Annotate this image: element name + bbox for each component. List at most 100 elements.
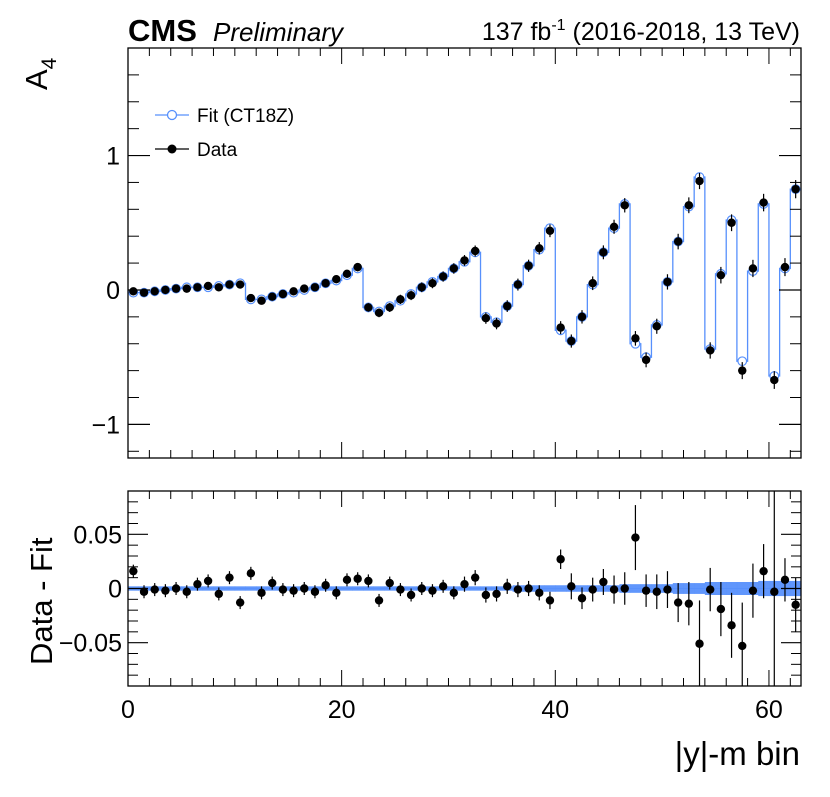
residual-point <box>364 576 373 586</box>
ratio-panel: −0.05 0 0.05 0 20 40 60 Data - Fit |y|-m bin <box>24 490 802 772</box>
data-point <box>684 201 694 210</box>
data-point <box>716 270 726 280</box>
legend-fit-label: Fit (CT18Z) <box>197 106 294 127</box>
residual-point <box>567 582 576 591</box>
residual-point <box>652 587 661 596</box>
ratio-xtick-label: 60 <box>755 696 783 724</box>
main-frame <box>127 47 802 459</box>
legend-fit: Fit (CT18Z) <box>155 106 294 127</box>
residual-point <box>321 581 330 590</box>
residual-point <box>631 533 640 542</box>
data-point <box>770 375 779 385</box>
residual-point <box>225 573 234 582</box>
residual-point <box>738 641 747 651</box>
data-point <box>438 272 448 281</box>
data-point <box>759 198 768 207</box>
residual-point <box>481 590 491 600</box>
residual-point <box>203 576 213 586</box>
main-ytick-label: 0 <box>106 277 120 305</box>
data-point <box>332 275 341 284</box>
lumi-value: 137 fb <box>482 18 552 46</box>
data-point <box>609 222 619 231</box>
data-point <box>577 312 587 322</box>
residual-point <box>770 587 779 596</box>
data-point <box>513 280 523 289</box>
ratio-plot-area <box>128 491 802 686</box>
data-point <box>246 293 256 303</box>
data-point <box>503 301 512 311</box>
data-point <box>663 277 672 287</box>
data-point <box>470 246 480 256</box>
data-point <box>460 256 469 265</box>
data-point <box>310 283 320 292</box>
data-point <box>567 336 576 346</box>
residual-point <box>193 579 202 589</box>
data-point <box>535 244 544 253</box>
ratio-xtick-label: 20 <box>328 696 356 724</box>
data-point <box>193 283 202 292</box>
main-axis-ticks: −1 0 1 <box>91 48 801 458</box>
ratio-xtick-label: 0 <box>121 696 135 724</box>
data-marker-icon <box>167 144 177 154</box>
data-point <box>695 176 704 186</box>
luminosity-label: 137 fb-1 (2016-2018, 13 TeV) <box>482 17 800 46</box>
residual-point <box>139 587 149 596</box>
data-point <box>268 292 277 301</box>
data-point <box>428 279 437 288</box>
data-point <box>705 346 715 355</box>
residual-point <box>663 585 672 594</box>
data-point <box>374 308 384 318</box>
ratio-xlabel: |y|-m bin <box>675 735 800 772</box>
data-point <box>182 284 191 293</box>
ratio-ytick-label: 0.05 <box>73 521 122 549</box>
data-point <box>524 261 533 270</box>
data-point <box>257 296 266 305</box>
data-point <box>364 303 373 312</box>
residual-point <box>503 582 512 591</box>
residual-point <box>748 586 758 595</box>
data-point <box>225 280 234 289</box>
residual-point <box>716 604 726 614</box>
residual-point <box>545 596 555 605</box>
residual-point <box>332 588 341 598</box>
residual-point <box>396 585 405 594</box>
data-point <box>214 283 224 292</box>
data-point <box>300 284 309 293</box>
data-point <box>235 280 245 289</box>
fit-marker-icon <box>166 109 178 121</box>
residual-point <box>780 575 790 585</box>
data-point <box>631 334 640 343</box>
residual-point <box>235 598 245 607</box>
data-point <box>588 279 597 288</box>
ratio-xtick-label: 40 <box>541 696 569 724</box>
main-ylabel: A4 <box>19 57 61 90</box>
residual-point <box>406 590 416 600</box>
main-plot-area <box>128 172 801 389</box>
legend-data-label: Data <box>197 140 238 161</box>
residual-point <box>641 586 651 595</box>
residual-point <box>257 588 266 598</box>
residual-point <box>705 585 715 594</box>
ratio-ylabel: Data - Fit <box>24 537 59 665</box>
ratio-axis-ticks: −0.05 0 0.05 0 20 40 60 <box>59 491 801 724</box>
residual-point <box>492 589 501 599</box>
residual-point <box>759 566 768 576</box>
main-ytick-label: 1 <box>106 143 120 171</box>
lumi-exponent: -1 <box>551 17 565 34</box>
data-point <box>738 366 747 375</box>
residual-point <box>428 586 437 595</box>
residual-point <box>214 589 224 599</box>
data-point <box>545 226 555 236</box>
residual-point <box>161 586 170 595</box>
residual-point <box>150 585 159 594</box>
residual-point <box>438 582 448 591</box>
residual-point <box>417 584 426 593</box>
residual-point <box>268 578 277 588</box>
residual-point <box>182 587 191 596</box>
residual-point <box>524 584 533 593</box>
data-point <box>748 264 758 273</box>
residual-point <box>385 578 394 588</box>
main-ytick-label: −1 <box>91 411 120 439</box>
legend: Fit (CT18Z) Data <box>155 106 294 161</box>
